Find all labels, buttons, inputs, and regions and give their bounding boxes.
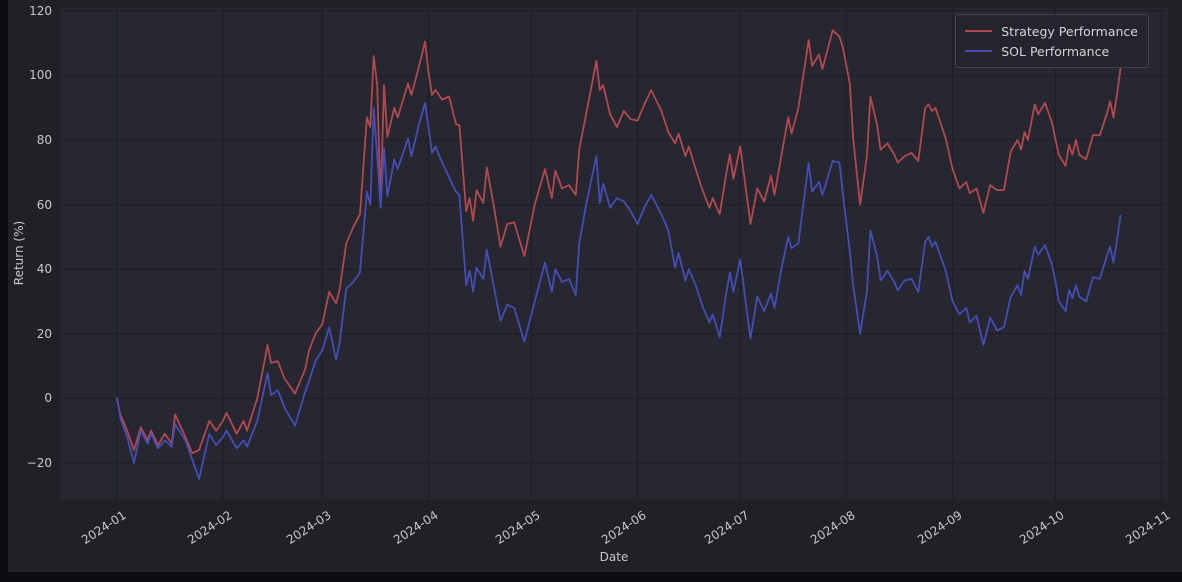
sol-performance-line [116, 102, 1122, 480]
y-tick-label: 60 [36, 197, 52, 212]
x-tick-label: 2024-09 [914, 508, 965, 548]
plot-area: Strategy Performance SOL Performance [60, 8, 1168, 500]
x-tick-label: 2024-04 [390, 508, 441, 548]
y-tick-label: 40 [36, 262, 52, 277]
x-tick-label: 2024-01 [78, 508, 129, 548]
y-tick-label: 80 [36, 133, 52, 148]
y-tick-label: 20 [36, 326, 52, 341]
x-tick-label: 2024-07 [702, 508, 752, 548]
chart-figure: Strategy Performance SOL Performance Ret… [8, 0, 1182, 572]
legend-item-sol: SOL Performance [965, 41, 1138, 61]
y-tick-label: −20 [26, 455, 52, 470]
x-tick-label: 2024-06 [599, 508, 650, 548]
x-tick-label: 2024-03 [284, 508, 334, 548]
strategy-line-swatch-icon [965, 30, 993, 32]
performance-line-chart [60, 8, 1168, 500]
x-tick-label: 2024-11 [1123, 508, 1174, 548]
y-tick-label: 0 [44, 391, 52, 406]
y-axis-title: Return (%) [12, 220, 26, 286]
legend: Strategy Performance SOL Performance [955, 14, 1149, 68]
sol-line-swatch-icon [965, 50, 993, 52]
legend-label-strategy: Strategy Performance [1001, 23, 1138, 39]
x-tick-label: 2024-02 [184, 508, 235, 548]
x-axis-title: Date [599, 550, 629, 564]
strategy-performance-line [116, 29, 1122, 455]
x-tick-label: 2024-05 [493, 508, 543, 548]
x-tick-label: 2024-10 [1017, 508, 1067, 548]
x-tick-label: 2024-08 [808, 508, 858, 548]
y-tick-label: 120 [29, 3, 52, 18]
y-tick-label: 100 [29, 68, 52, 83]
legend-item-strategy: Strategy Performance [965, 21, 1138, 41]
legend-label-sol: SOL Performance [1001, 43, 1110, 59]
